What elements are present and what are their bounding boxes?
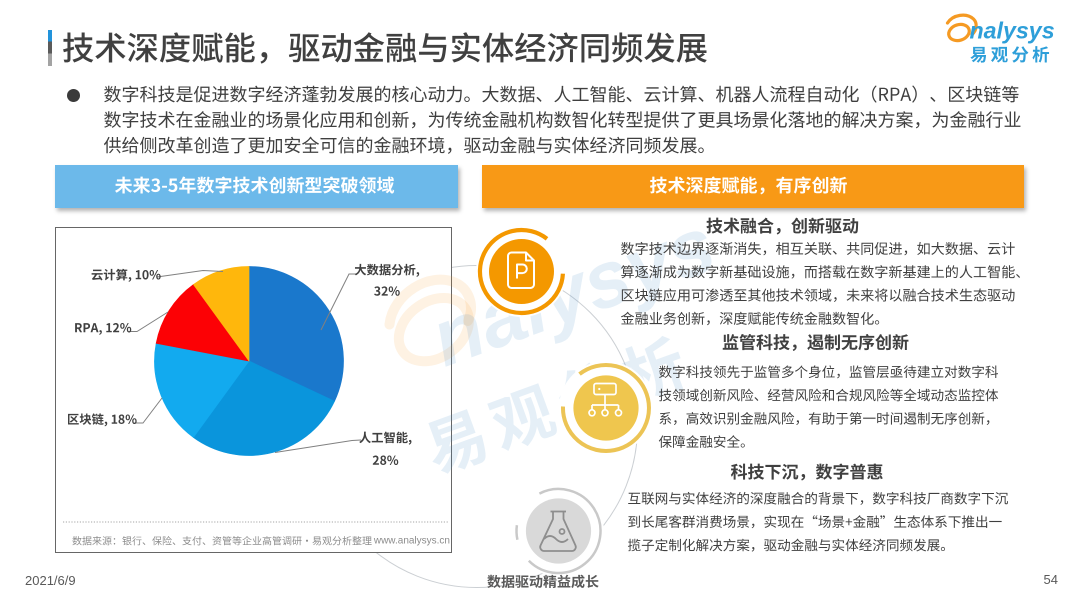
svg-text:nalysys: nalysys [420,199,726,383]
svg-text:nalysys: nalysys [970,18,1055,44]
svg-text:www.analysys.cn: www.analysys.cn [373,536,450,547]
svg-text:2021/6/9: 2021/6/9 [25,573,76,588]
svg-text:54: 54 [1044,572,1058,587]
